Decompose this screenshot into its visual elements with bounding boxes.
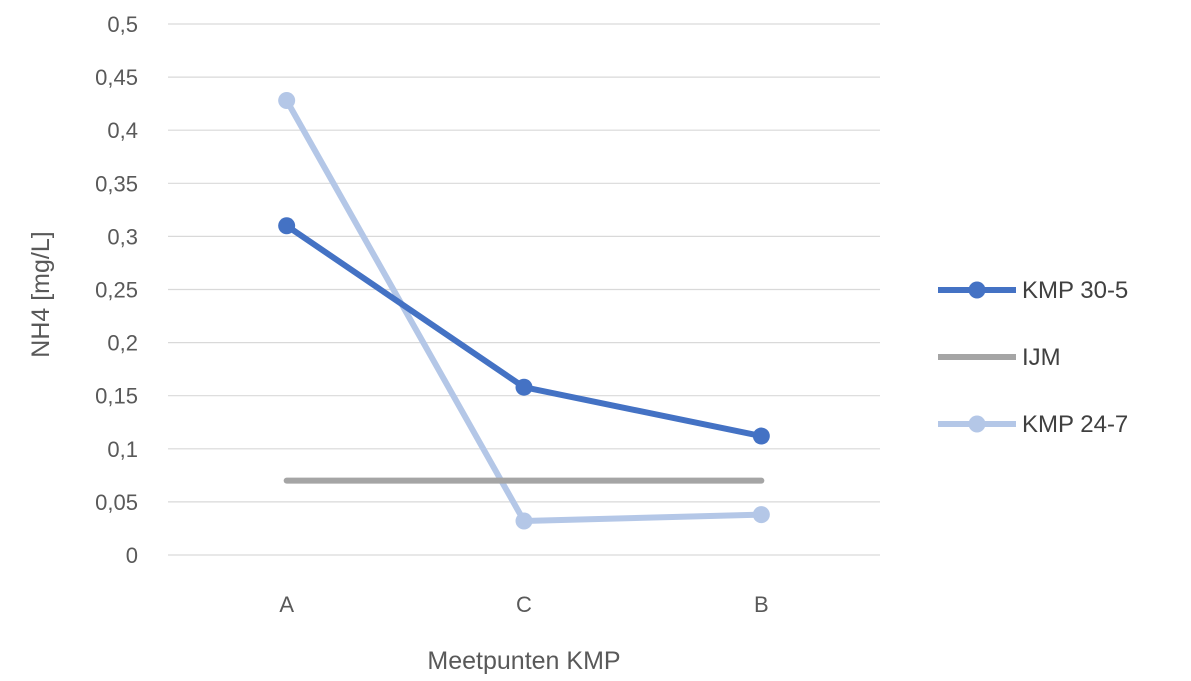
data-point — [752, 427, 770, 445]
legend-label: KMP 30-5 — [1022, 277, 1128, 304]
y-axis-title: NH4 [mg/L] — [27, 231, 55, 357]
y-tick-labels: 0 0,05 0,1 0,15 0,2 0,25 0,3 0,35 0,4 0,45 0,5 — [95, 12, 138, 568]
series-line — [283, 97, 765, 525]
x-axis-title: Meetpunten KMP — [427, 647, 620, 675]
data-point — [752, 506, 770, 524]
y-tick-label: 0,45 — [95, 65, 138, 90]
x-tick-label: B — [754, 592, 769, 617]
data-point — [278, 91, 296, 109]
legend: KMP 30-5 IJM KMP 24-7 — [938, 277, 1128, 438]
y-tick-label: 0,2 — [107, 331, 138, 356]
legend-marker — [968, 281, 986, 299]
y-tick-label: 0 — [126, 543, 138, 568]
gridlines — [168, 23, 880, 556]
series-3 — [278, 91, 770, 530]
legend-label: KMP 24-7 — [1022, 411, 1128, 438]
x-tick-label: A — [279, 592, 294, 617]
legend-item: IJM — [938, 344, 1061, 371]
y-tick-label: 0,3 — [107, 224, 138, 249]
data-point — [515, 378, 533, 396]
series-1 — [278, 217, 770, 445]
legend-label: IJM — [1022, 344, 1061, 371]
legend-item: KMP 30-5 — [938, 277, 1128, 304]
y-tick-label: 0,1 — [107, 437, 138, 462]
y-tick-label: 0,05 — [95, 490, 138, 515]
y-tick-label: 0,15 — [95, 384, 138, 409]
y-tick-label: 0,5 — [107, 12, 138, 37]
y-tick-label: 0,35 — [95, 171, 138, 196]
y-tick-label: 0,4 — [107, 118, 138, 143]
series-lines — [278, 91, 770, 530]
y-tick-label: 0,25 — [95, 278, 138, 303]
legend-marker — [968, 415, 986, 433]
data-point — [278, 217, 296, 235]
x-tick-label: C — [516, 592, 532, 617]
legend-item: KMP 24-7 — [938, 411, 1128, 438]
data-point — [515, 512, 533, 530]
series-line — [283, 222, 765, 440]
